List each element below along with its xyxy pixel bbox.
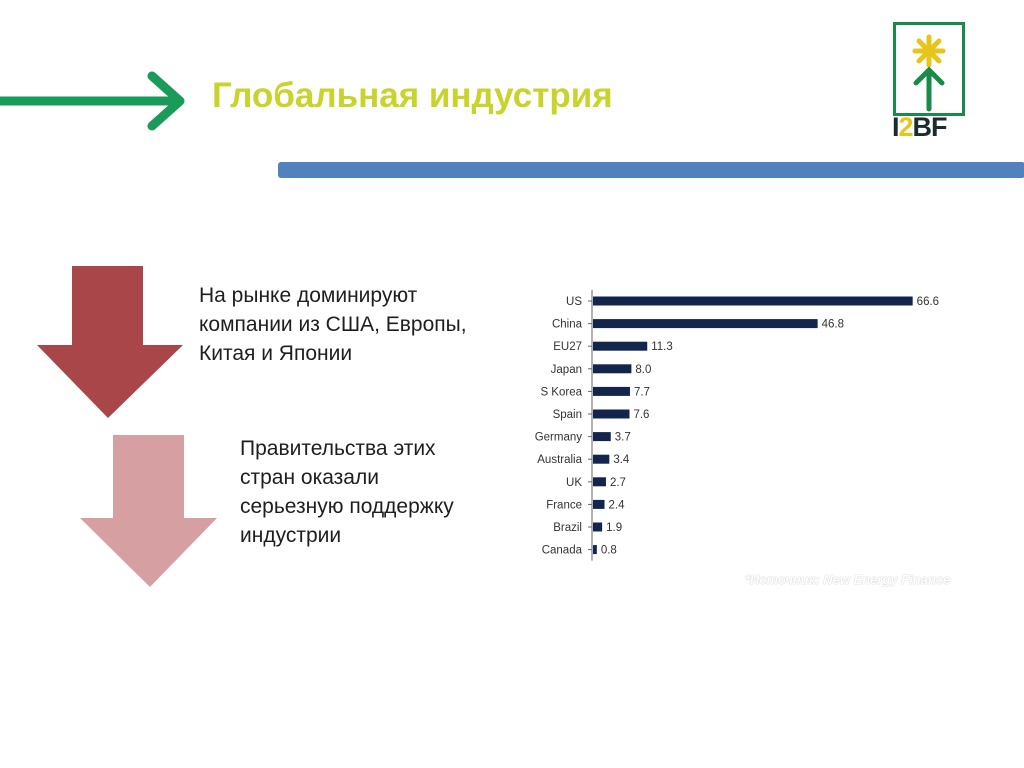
- statement-dominance: На рынке доминируют компании из США, Евр…: [199, 284, 467, 365]
- bar: [593, 341, 648, 351]
- value-label: 11.3: [651, 341, 673, 353]
- logo-frame: [893, 22, 965, 116]
- source-note: *Источник: New Energy Finance: [745, 572, 951, 587]
- bar: [593, 545, 597, 555]
- value-label: 3.4: [613, 454, 630, 466]
- page-title: Глобальная индустрия: [212, 76, 613, 115]
- value-label: 46.8: [822, 319, 844, 331]
- sprout-icon: [912, 34, 946, 112]
- value-label: 8.0: [635, 364, 651, 376]
- bar: [593, 364, 632, 374]
- category-label: US: [566, 296, 582, 308]
- bar: [593, 432, 611, 442]
- category-label: Germany: [535, 432, 583, 444]
- value-label: 3.7: [615, 432, 631, 444]
- header-divider-bar: [278, 162, 1024, 178]
- bar: [593, 319, 818, 329]
- bar-chart: US 66.6 China 46.8 EU27 11.3 Japan 8.0 S Korea 7.…: [535, 290, 939, 561]
- value-label: 2.7: [610, 477, 626, 489]
- category-label: Japan: [551, 364, 582, 376]
- value-label: 2.4: [609, 499, 626, 511]
- category-label: Australia: [537, 454, 582, 466]
- value-label: 7.7: [634, 386, 650, 398]
- value-label: 1.9: [606, 522, 622, 534]
- category-label: Canada: [542, 545, 583, 557]
- down-arrow-icon: [80, 435, 217, 587]
- category-label: Spain: [553, 409, 582, 421]
- bar: [593, 454, 610, 464]
- category-label: UK: [566, 477, 582, 489]
- bar: [593, 386, 630, 396]
- bar: [593, 499, 605, 509]
- green-arrow-icon: [0, 71, 185, 131]
- bar: [593, 522, 603, 532]
- statement-government-support: Правительства этих стран оказали серьезн…: [240, 437, 454, 547]
- value-label: 66.6: [917, 296, 939, 308]
- category-label: S Korea: [540, 386, 582, 398]
- bar: [593, 477, 606, 487]
- down-arrow-icon: [37, 266, 183, 418]
- category-label: EU27: [553, 341, 582, 353]
- bar: [593, 409, 630, 419]
- value-label: 0.8: [601, 545, 617, 557]
- value-label: 7.6: [633, 409, 649, 421]
- category-label: China: [552, 319, 583, 331]
- i2bf-logo: I2BF: [892, 22, 965, 142]
- logo-text: I2BF: [892, 112, 948, 142]
- category-label: Brazil: [553, 522, 582, 534]
- category-label: France: [546, 499, 582, 511]
- bar: [593, 296, 913, 306]
